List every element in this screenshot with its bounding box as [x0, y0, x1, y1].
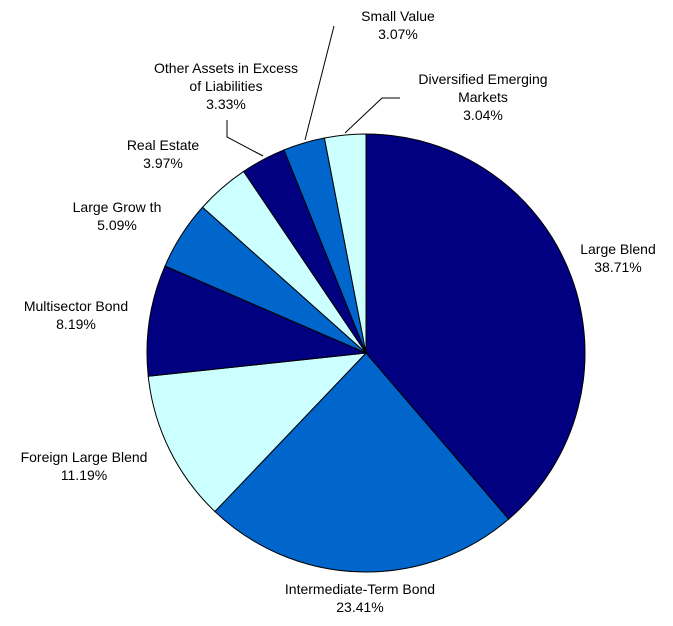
slice-label: Other Assets in Excess of Liabilities 3.33…: [154, 60, 298, 112]
slice-percent: 3.04%: [463, 107, 503, 123]
slice-category: Foreign Large Blend: [21, 449, 148, 465]
slice-category: of Liabilities: [189, 78, 262, 94]
leader-lines: [226, 25, 400, 157]
slice-percent: 3.97%: [143, 155, 183, 171]
leader-line: [304, 25, 335, 141]
slice-percent: 3.07%: [378, 26, 418, 42]
slice-category: Other Assets in Excess: [154, 60, 298, 76]
slice-percent: 23.41%: [336, 599, 383, 615]
pie-slice: [214, 352, 510, 573]
slice-category: Multisector Bond: [24, 298, 128, 314]
pie-slice: [147, 352, 368, 513]
slice-percent: 3.33%: [206, 96, 246, 112]
slice-label: Small Value 3.07%: [361, 8, 435, 42]
slice-category: Small Value: [361, 8, 435, 24]
slice-label: Large Blend 38.71%: [580, 241, 656, 275]
leader-line: [226, 120, 264, 157]
slice-percent: 11.19%: [61, 467, 107, 483]
slice-category: Real Estate: [127, 137, 200, 153]
pie-slices: [146, 133, 586, 573]
slice-category: Large Grow th: [73, 199, 162, 215]
slice-label: Diversified Emerging Markets 3.04%: [418, 71, 547, 123]
slice-label: Foreign Large Blend 11.19%: [21, 449, 148, 483]
slice-percent: 8.19%: [56, 316, 96, 332]
slice-percent: 38.71%: [594, 259, 641, 275]
pie-slice: [146, 265, 368, 377]
slice-label: Intermediate-Term Bond 23.41%: [285, 581, 435, 615]
leader-line: [344, 97, 400, 134]
slice-labels: Large Blend 38.71% Intermediate-Term Bond 2…: [21, 8, 656, 615]
slice-label: Real Estate 3.97%: [127, 137, 200, 171]
slice-category: Markets: [458, 89, 508, 105]
slice-percent: 5.09%: [97, 217, 137, 233]
slice-label: Multisector Bond 8.19%: [24, 298, 128, 332]
slice-category: Intermediate-Term Bond: [285, 581, 435, 597]
slice-label: Large Grow th 5.09%: [73, 199, 162, 233]
slice-category: Large Blend: [580, 241, 656, 257]
pie-slice: [323, 133, 367, 354]
slice-category: Diversified Emerging: [418, 71, 547, 87]
pie-slice: [365, 133, 586, 520]
